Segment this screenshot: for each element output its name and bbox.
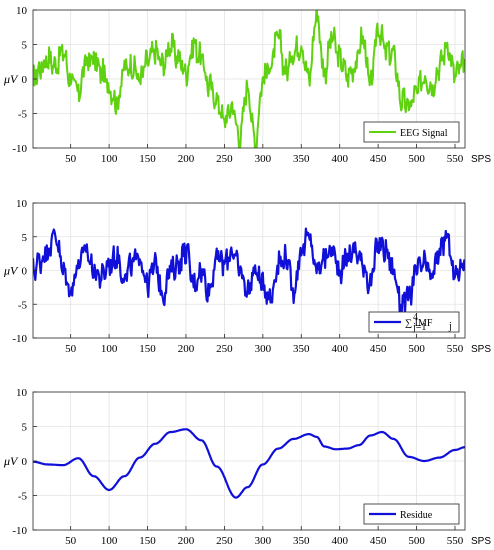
x-tick-label: 450: [370, 535, 387, 547]
x-tick-label: 500: [408, 343, 425, 355]
y-tick-label: 10: [16, 198, 28, 210]
legend-box: [368, 311, 460, 333]
y-tick-label: 0: [22, 74, 28, 86]
x-tick-label: 150: [139, 153, 156, 165]
x-tick-label: 100: [101, 153, 118, 165]
x-tick-label: 150: [139, 343, 156, 355]
x-tick-label: 200: [178, 153, 195, 165]
x-tick-label: 150: [139, 535, 156, 547]
y-axis-label: μV: [3, 454, 19, 468]
series-line: [33, 227, 465, 315]
y-tick-label: -10: [12, 143, 27, 155]
y-tick-label: -5: [18, 109, 28, 121]
residue-panel: 50 100 150 200 250 300 350 400 450 500 5501050-5-1…: [3, 387, 491, 547]
y-tick-label: -5: [18, 491, 28, 503]
y-axis-label: μV: [3, 264, 19, 278]
x-tick-label: 350: [293, 153, 310, 165]
x-tick-label: 300: [255, 535, 272, 547]
x-tick-label: 50: [65, 153, 77, 165]
y-tick-label: 5: [22, 40, 28, 52]
x-tick-label: 550: [447, 153, 464, 165]
x-tick-label: 50: [65, 343, 77, 355]
x-tick-label: 50: [65, 535, 77, 547]
legend-box: [363, 503, 460, 525]
x-tick-label: 200: [178, 535, 195, 547]
x-tick-label: 550: [447, 343, 464, 355]
x-tick-label: 550: [447, 535, 464, 547]
y-tick-label: 10: [16, 387, 28, 399]
x-unit-label: SPS: [471, 344, 491, 355]
imf-sum-panel: 50 100 150 200 250 300 350 400 450 500 5501050-5-1…: [3, 198, 491, 355]
x-tick-label: 200: [178, 343, 195, 355]
x-tick-label: 450: [370, 343, 387, 355]
x-tick-label: 300: [255, 343, 272, 355]
eeg-signal-panel: 50 100 150 200 250 300 350 400 450 500 5501050-5-1…: [3, 5, 491, 165]
legend-subscript-j: j: [448, 321, 452, 332]
x-tick-label: 450: [370, 153, 387, 165]
x-tick-label: 400: [331, 535, 348, 547]
x-tick-label: 100: [101, 343, 118, 355]
series-line: [33, 428, 465, 499]
y-tick-label: -10: [12, 333, 27, 345]
y-axis-label: μV: [3, 72, 19, 86]
legend-superscript: 4: [413, 312, 418, 323]
series-line: [33, 10, 465, 148]
x-tick-label: 350: [293, 535, 310, 547]
y-tick-label: 10: [16, 5, 28, 17]
x-tick-label: 500: [408, 535, 425, 547]
legend-label: ∑ IMF: [405, 318, 433, 329]
x-tick-label: 250: [216, 535, 233, 547]
y-tick-label: 0: [22, 456, 28, 468]
y-tick-label: 5: [22, 232, 28, 244]
x-tick-label: 400: [331, 343, 348, 355]
x-tick-label: 400: [331, 153, 348, 165]
x-unit-label: SPS: [471, 154, 491, 165]
legend-subscript: j=1: [412, 322, 426, 333]
x-tick-label: 300: [255, 153, 272, 165]
x-tick-label: 250: [216, 343, 233, 355]
x-tick-label: 350: [293, 343, 310, 355]
legend-label: EEG Signal: [400, 128, 448, 139]
x-tick-label: 250: [216, 153, 233, 165]
legend-box: [363, 121, 460, 143]
y-tick-label: 0: [22, 266, 28, 278]
x-tick-label: 500: [408, 153, 425, 165]
y-tick-label: -10: [12, 525, 27, 537]
y-tick-label: 5: [22, 422, 28, 434]
x-tick-label: 100: [101, 535, 118, 547]
y-tick-label: -5: [18, 299, 28, 311]
x-unit-label: SPS: [471, 536, 491, 547]
legend-label: Residue: [400, 510, 433, 521]
